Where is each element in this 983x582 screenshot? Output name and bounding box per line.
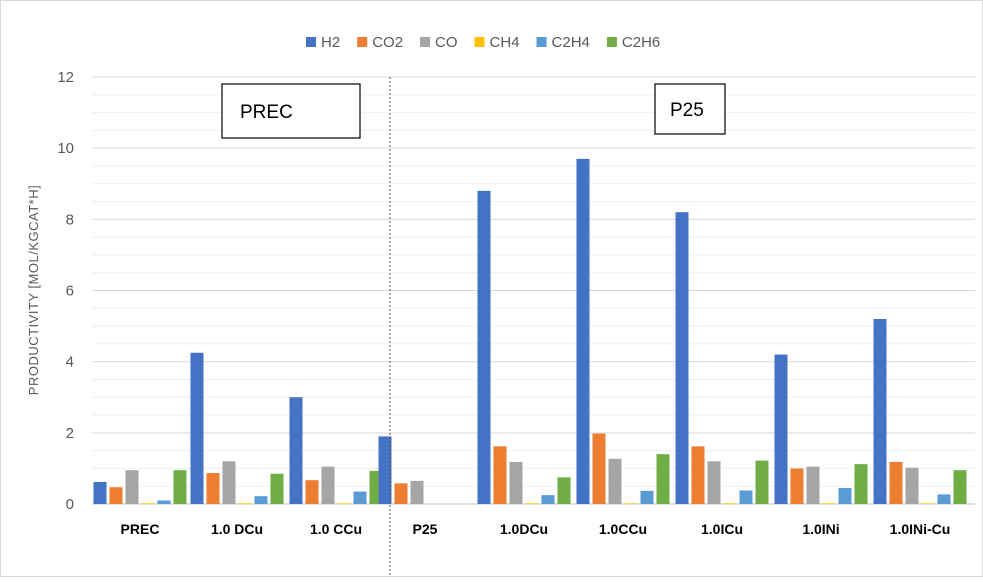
annotation-prec-box: PREC	[221, 83, 361, 139]
bar-co-2	[321, 466, 335, 504]
bar-co-1	[222, 461, 236, 504]
legend-swatch-ch4	[474, 37, 485, 47]
x-category-label: 1.0CCu	[599, 521, 647, 537]
bar-co-0	[125, 470, 139, 504]
y-axis-title: PRODUCTIVITY [MOL/KGCAT*H]	[26, 185, 41, 395]
legend-label-co2: CO2	[372, 34, 403, 51]
bar-h2-6	[675, 212, 689, 504]
y-tick-label: 0	[66, 496, 74, 513]
x-category-label: 1.0 DCu	[211, 521, 263, 537]
bar-h2-2	[289, 397, 303, 504]
legend-label-ch4: CH4	[490, 34, 520, 51]
bar-c2h4-2	[353, 491, 367, 504]
bar-c2h4-1	[254, 496, 268, 504]
bar-co2-1	[206, 473, 220, 504]
legend-swatch-c2h6	[606, 37, 617, 47]
x-category-label: 1.0DCu	[500, 521, 548, 537]
bar-c2h6-4	[557, 477, 571, 504]
legend-label-h2: H2	[321, 34, 340, 51]
annotation-prec-label: PREC	[240, 102, 293, 123]
y-tick-label: 4	[66, 354, 74, 371]
x-category-label: 1.0INi	[802, 521, 839, 537]
bar-co-4	[509, 462, 523, 504]
bar-co2-6	[691, 446, 705, 504]
bar-h2-3	[378, 436, 392, 504]
bar-ch4-7	[822, 503, 836, 505]
bar-co2-7	[790, 468, 804, 504]
bar-ch4-0	[141, 503, 155, 505]
annotation-p25-label: P25	[670, 100, 704, 121]
bar-co2-2	[305, 480, 319, 504]
bar-c2h4-0	[157, 500, 171, 504]
bar-c2h4-7	[838, 487, 852, 504]
bar-co2-0	[109, 487, 123, 504]
bar-c2h4-4	[541, 495, 555, 504]
bar-ch4-2	[337, 503, 351, 505]
legend-label-c2h4: C2H4	[552, 34, 590, 51]
bar-co-6	[707, 461, 721, 504]
bar-c2h6-1	[270, 473, 284, 504]
y-tick-label: 12	[57, 69, 74, 86]
bar-ch4-4	[525, 503, 539, 505]
bars	[93, 158, 967, 505]
bar-c2h6-8	[953, 470, 967, 504]
bar-co2-3	[394, 483, 408, 504]
bar-h2-1	[190, 352, 204, 504]
bar-co-5	[608, 458, 622, 504]
y-tick-label: 6	[66, 283, 74, 300]
legend-swatch-h2	[306, 37, 316, 47]
bar-co2-5	[592, 433, 606, 504]
bar-co2-4	[493, 446, 507, 504]
bar-co-8	[905, 467, 919, 504]
bar-c2h4-6	[739, 490, 753, 504]
gridlines	[92, 76, 975, 505]
annotation-p25-box: P25	[654, 83, 726, 135]
bar-h2-5	[576, 158, 590, 504]
y-tick-label: 10	[57, 140, 74, 157]
legend-label-co: CO	[435, 34, 458, 51]
bar-co-7	[806, 466, 820, 504]
legend-label-c2h6: C2H6	[622, 34, 660, 51]
x-category-label: 1.0ICu	[701, 521, 743, 537]
x-category-label: P25	[413, 521, 438, 537]
bar-c2h4-8	[937, 494, 951, 504]
y-tick-label: 2	[66, 425, 74, 442]
bar-c2h6-0	[173, 470, 187, 504]
bar-co2-8	[889, 462, 903, 504]
bar-ch4-5	[624, 503, 638, 505]
y-tick-label: 8	[66, 211, 74, 228]
bar-c2h4-5	[640, 490, 654, 504]
legend-swatch-co	[420, 37, 431, 47]
legend-swatch-c2h4	[536, 37, 547, 47]
bar-ch4-1	[238, 503, 252, 505]
legend-swatch-co2	[357, 37, 368, 47]
x-category-labels: PREC 1.0 DCu 1.0 CCu P25 1.0DCu 1.0CCu 1.0ICu 1…	[121, 521, 951, 537]
bar-c2h6-6	[755, 460, 769, 504]
bar-c2h6-5	[656, 454, 670, 504]
bar-co-3	[410, 480, 424, 504]
x-category-label: 1.0 CCu	[310, 521, 362, 537]
x-category-label: 1.0INi-Cu	[890, 521, 951, 537]
bar-h2-7	[774, 354, 788, 504]
bar-h2-0	[93, 481, 107, 504]
bar-ch4-6	[723, 503, 737, 505]
bar-h2-8	[873, 318, 887, 504]
y-tick-labels: 0 2 4 6 8 10 12	[57, 69, 74, 513]
bar-h2-4	[477, 190, 491, 504]
x-category-label: PREC	[121, 521, 160, 537]
legend: H2 CO2 CO CH4 C2H4 C2H6	[306, 34, 660, 51]
bar-c2h6-7	[854, 464, 868, 504]
bar-ch4-8	[921, 503, 935, 505]
